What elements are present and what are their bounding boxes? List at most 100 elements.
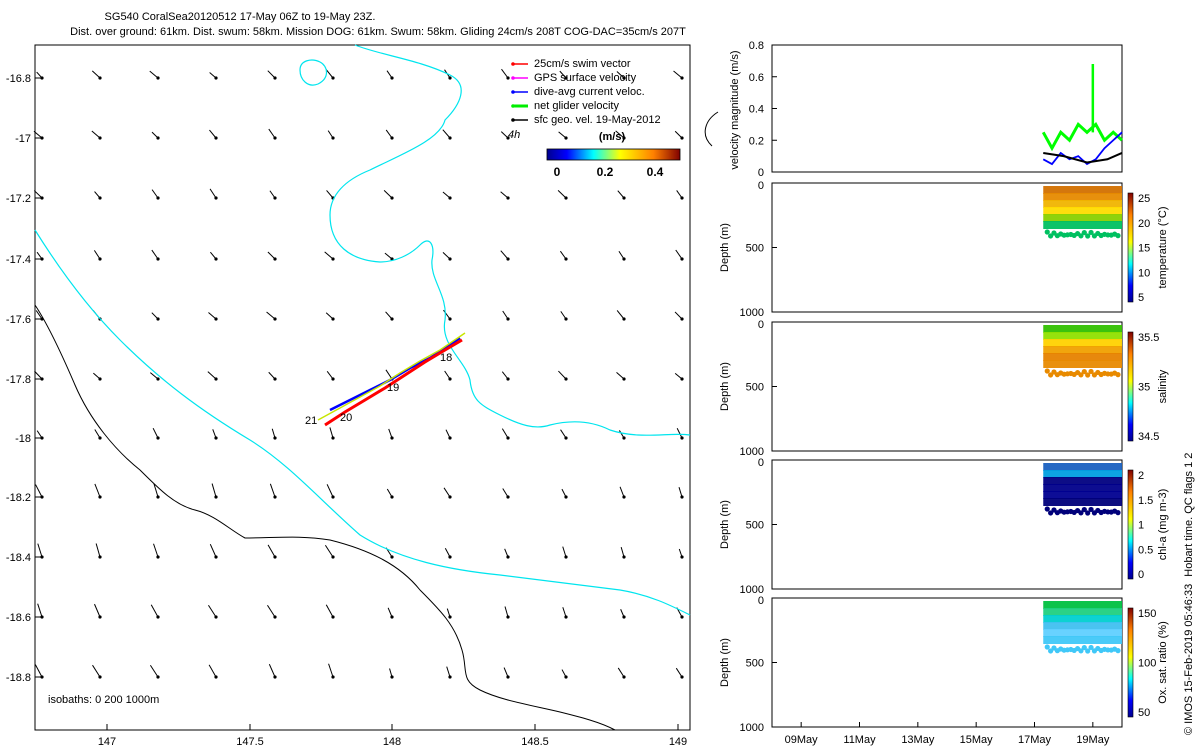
current-arrow (617, 667, 625, 678)
profile-colorbar-tick: 150 (1138, 608, 1156, 620)
velocity-y-tick-label: 0.2 (749, 135, 764, 147)
map-x-tick-label: 148 (383, 736, 401, 748)
velocity-annotation-curve (704, 111, 719, 147)
current-arrow-head (390, 675, 394, 679)
current-arrow-head (214, 555, 218, 559)
current-arrow-head (448, 675, 452, 679)
current-arrow-head (680, 436, 684, 440)
profile-colorbar (1127, 331, 1134, 442)
current-arrow (150, 372, 159, 380)
current-arrow (501, 68, 509, 79)
profile-colorbar-tick: 25 (1138, 193, 1150, 205)
current-arrow-head (98, 196, 102, 200)
current-arrow-head (622, 555, 626, 559)
profile-data-point (1085, 648, 1091, 654)
current-arrow-head (680, 615, 684, 619)
current-arrow (209, 544, 217, 558)
profile-colorbar-tick: 100 (1138, 658, 1156, 670)
current-arrow (442, 129, 451, 139)
isobath-label: isobaths: 0 200 1000m (48, 694, 159, 706)
time-x-tick-label: 13May (901, 734, 935, 746)
current-arrow-head (273, 76, 277, 80)
current-arrow (267, 604, 276, 618)
current-arrow-head (40, 675, 44, 679)
current-arrow-head (273, 317, 277, 321)
current-arrow (209, 188, 217, 199)
profile-data-point (1088, 644, 1094, 651)
current-arrow-head (506, 675, 510, 679)
current-arrow-head (564, 76, 568, 80)
profile-data-point (1085, 372, 1091, 378)
current-arrow-head (156, 196, 160, 200)
current-arrow-head (40, 196, 44, 200)
current-arrow-head (448, 196, 452, 200)
current-arrow-head (622, 615, 626, 619)
map-x-tick-label: 148.5 (521, 736, 549, 748)
profile-y-label: Depth (m) (719, 362, 731, 411)
current-arrow-head (156, 555, 160, 559)
current-arrow-head (273, 555, 277, 559)
current-arrow-head (331, 436, 335, 440)
current-arrow-head (506, 317, 510, 321)
current-arrow-head (214, 76, 218, 80)
map-panel: 18 19 20 21 147 147.5 148 148.5 149 -16.8 -17 -17… (6, 44, 691, 748)
current-arrow (385, 311, 393, 320)
current-arrow (444, 370, 451, 380)
legend-label: net glider velocity (534, 100, 619, 112)
current-arrow-head (156, 495, 160, 499)
profile-y-tick-label: 1000 (740, 307, 764, 319)
current-arrow-head (40, 615, 44, 619)
map-y-ticks: -16.8 -17 -17.2 -17.4 -17.6 -17.8 -18 -18.2 -18.… (6, 73, 41, 684)
profile-data-band (1043, 214, 1122, 222)
profile-colorbar-label: chl-a (mg m-3) (1157, 489, 1169, 561)
map-x-tick-label: 147 (98, 736, 116, 748)
profile-y-tick-label: 500 (746, 520, 764, 532)
current-arrow (34, 370, 43, 380)
profile-colorbar-label: Ox. sat. ratio (%) (1157, 621, 1169, 704)
current-arrow-head (506, 495, 510, 499)
profile-colorbar-tick: 0 (1138, 569, 1144, 581)
velocity-y-tick-label: 0.8 (749, 40, 764, 52)
current-arrow-head (273, 436, 277, 440)
profile-data-band (1043, 186, 1122, 194)
current-arrow-head (214, 317, 218, 321)
profile-data-point (1044, 229, 1050, 235)
legend-swatch-head (511, 104, 515, 108)
current-arrow (388, 428, 393, 439)
current-arrow-head (448, 436, 452, 440)
isobath-1000m (34, 304, 616, 731)
current-arrow-head (390, 495, 394, 499)
profile-data-band (1043, 484, 1122, 492)
isobath-200m-shelf (34, 229, 691, 616)
map-legend: 25cm/s swim vector GPS surface velocity di… (511, 58, 661, 126)
current-arrow-head (156, 675, 160, 679)
current-arrow-head (564, 615, 568, 619)
legend-label: 25cm/s swim vector (534, 58, 631, 70)
current-arrow (620, 547, 625, 558)
profile-data-band (1043, 200, 1122, 208)
current-arrow (153, 483, 159, 498)
profile-data-band (1043, 339, 1122, 347)
current-arrow-head (506, 436, 510, 440)
profile-data-point (1048, 648, 1054, 654)
velocity-series-line (1043, 151, 1123, 164)
speed-colorbar-ticks: 0 0.2 0.4 (554, 165, 664, 179)
profile-data-point (1044, 644, 1050, 650)
current-arrow-head (98, 675, 102, 679)
current-arrow-head (622, 76, 626, 80)
current-arrow-head (680, 136, 684, 140)
map-y-tick-label: -18.8 (6, 672, 31, 684)
profile-data-point (1115, 233, 1121, 239)
current-arrow-head (98, 136, 102, 140)
profile-colorbar-tick: 1.5 (1138, 495, 1153, 507)
day-label: 21 (305, 415, 317, 427)
profile-data-band (1043, 463, 1122, 471)
current-arrow (385, 369, 393, 380)
current-arrow (558, 370, 567, 380)
profile-colorbar-tick: 50 (1138, 707, 1150, 719)
current-arrow-head (622, 196, 626, 200)
profile-colorbar-tick: 15 (1138, 243, 1150, 255)
current-arrow (562, 546, 567, 558)
profile-data-point (1078, 510, 1084, 516)
current-arrow (443, 309, 451, 320)
